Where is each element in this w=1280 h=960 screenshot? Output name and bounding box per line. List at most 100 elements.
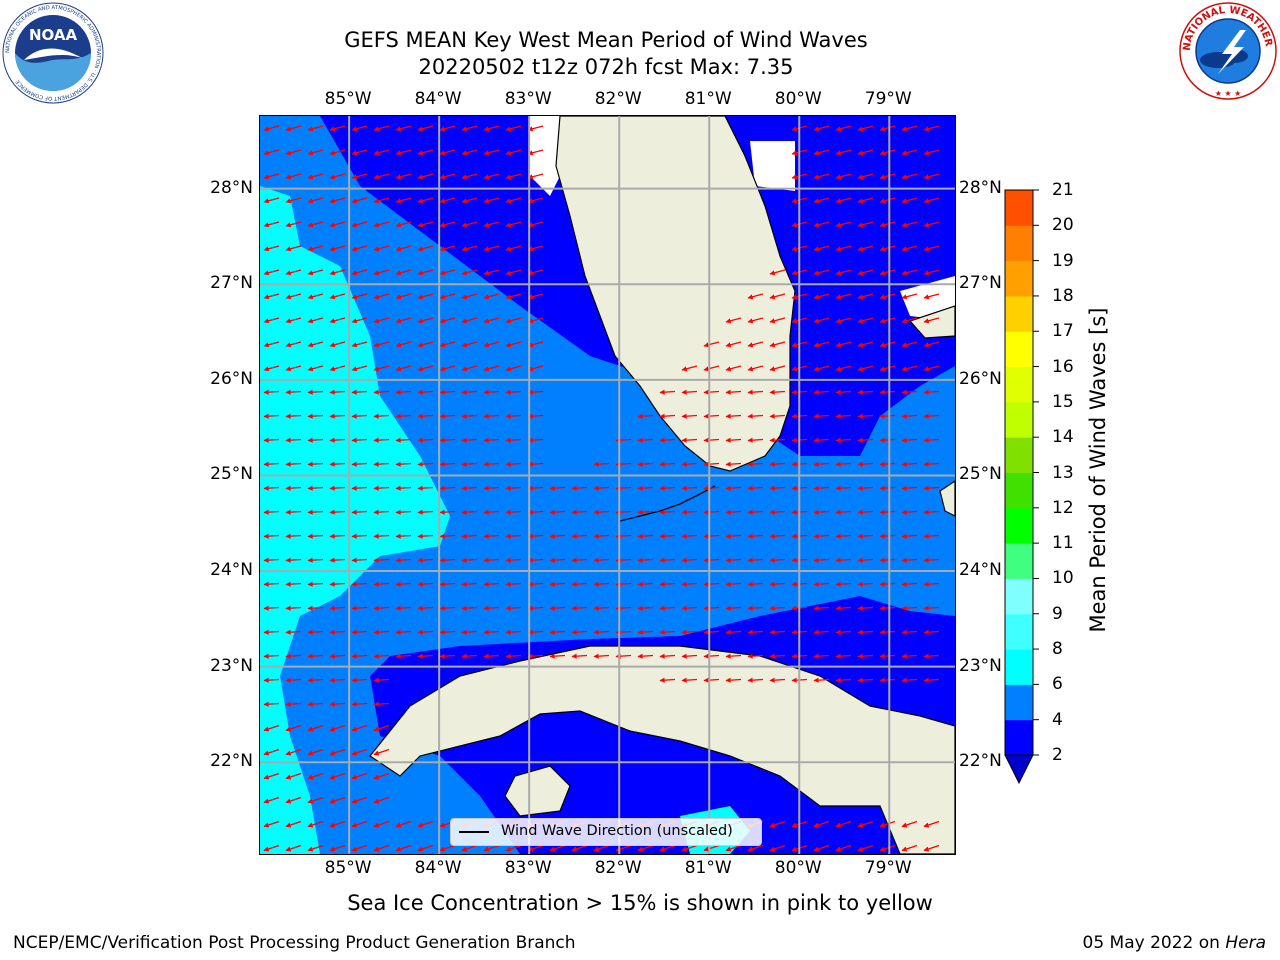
wave-arrow [769, 293, 786, 300]
wave-arrow [395, 269, 412, 276]
lat-tick-right-2: 26°N [959, 368, 1002, 389]
wave-arrow [923, 605, 940, 611]
wave-arrow [857, 653, 874, 659]
wave-arrow [373, 724, 390, 732]
wave-arrow [527, 269, 544, 276]
lat-tick-left-0: 28°N [210, 177, 253, 198]
wave-arrow [329, 557, 346, 563]
wave-arrow [351, 221, 368, 228]
wave-arrow [659, 605, 676, 611]
wave-arrow [747, 293, 764, 300]
wave-arrow [659, 389, 676, 395]
wave-arrow [703, 629, 720, 635]
wave-arrow [659, 557, 676, 563]
wave-arrow [923, 413, 940, 419]
wave-arrow [483, 629, 500, 635]
wave-arrow [857, 677, 874, 683]
wave-arrow [505, 581, 522, 587]
wave-arrow [593, 581, 610, 587]
wave-arrow [725, 413, 742, 419]
wave-arrow [505, 293, 522, 300]
wave-arrow [285, 341, 302, 348]
wave-arrow [857, 245, 874, 252]
wave-arrow [483, 269, 500, 276]
wave-arrow [769, 485, 786, 491]
wave-arrow [901, 413, 918, 419]
wave-arrow [351, 701, 368, 707]
wave-arrow [747, 485, 764, 491]
wave-arrow [505, 653, 522, 659]
wave-arrow [351, 413, 368, 419]
wave-arrow [417, 533, 434, 539]
wave-arrow [879, 173, 896, 180]
wave-arrow [439, 245, 456, 252]
wave-arrow [395, 653, 412, 659]
wave-arrow [285, 820, 302, 828]
wave-arrow [439, 221, 456, 228]
wave-arrow [263, 389, 280, 395]
wave-arrow [901, 365, 918, 372]
colorbar-segment-14 [1005, 225, 1033, 262]
wave-arrow [483, 653, 500, 659]
wave-arrow [461, 365, 478, 372]
wave-arrow [285, 269, 302, 276]
wave-arrow [417, 245, 434, 252]
wave-arrow [879, 485, 896, 491]
wave-arrow [681, 533, 698, 539]
wave-arrow [703, 581, 720, 587]
wave-arrow [263, 317, 280, 324]
lat-tick-left-5: 23°N [210, 655, 253, 676]
wave-arrow [901, 677, 918, 683]
wave-arrow [769, 653, 786, 659]
wave-arrow [483, 125, 500, 132]
wave-arrow [879, 293, 896, 300]
wave-arrow [373, 605, 390, 611]
lon-tick-top-3: 82°W [594, 89, 642, 109]
wave-arrow [351, 245, 368, 252]
wave-arrow [329, 677, 346, 683]
wave-arrow [417, 461, 434, 467]
wave-arrow [263, 677, 280, 683]
wave-arrow [373, 389, 390, 395]
wave-arrow [395, 533, 412, 539]
wave-arrow [681, 413, 698, 419]
wave-arrow [659, 581, 676, 587]
wave-arrow [373, 796, 390, 804]
sea-ice-note: Sea Ice Concentration > 15% is shown in … [347, 891, 933, 915]
wave-arrow [417, 437, 434, 443]
wave-arrow [263, 748, 280, 756]
wave-arrow [813, 461, 830, 467]
wave-arrow [857, 173, 874, 180]
wave-arrow [439, 844, 456, 852]
wave-arrow [417, 820, 434, 828]
colorbar-tick-13: 18 [1052, 285, 1074, 306]
isla-juventud [504, 765, 571, 817]
wave-arrow [527, 413, 544, 419]
wave-arrow [285, 509, 302, 515]
wave-arrow [351, 437, 368, 443]
wave-arrow [263, 293, 280, 300]
wave-arrow [285, 293, 302, 300]
wave-arrow [681, 844, 698, 852]
lat-tick-left-4: 24°N [210, 560, 253, 581]
wave-arrow [461, 653, 478, 659]
wave-arrow [747, 605, 764, 611]
wave-arrow [285, 437, 302, 443]
wave-arrow [725, 629, 742, 635]
wave-arrow [329, 341, 346, 348]
colorbar-segment-10 [1005, 366, 1033, 403]
wave-arrow [417, 485, 434, 491]
lat-tick-right-3: 25°N [959, 464, 1002, 485]
wave-arrow [593, 844, 610, 852]
wave-arrow [527, 341, 544, 348]
wave-arrow [549, 629, 566, 635]
wave-arrow [593, 533, 610, 539]
wave-arrow [483, 221, 500, 228]
wave-arrow [285, 653, 302, 659]
wave-arrow [439, 413, 456, 419]
wave-arrow [879, 844, 896, 852]
wave-arrow [351, 509, 368, 515]
wave-arrow [923, 221, 940, 228]
wave-arrow [417, 509, 434, 515]
wave-arrow [329, 197, 346, 204]
